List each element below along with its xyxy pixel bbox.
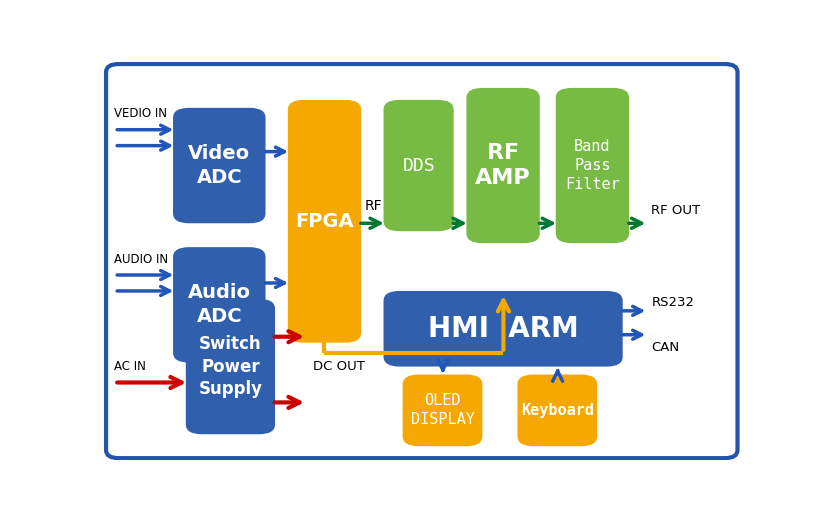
FancyBboxPatch shape: [384, 291, 623, 367]
Text: AC IN: AC IN: [114, 360, 146, 373]
Text: FPGA: FPGA: [295, 212, 354, 231]
FancyBboxPatch shape: [288, 100, 361, 343]
Text: Video
ADC: Video ADC: [188, 144, 250, 187]
FancyBboxPatch shape: [186, 299, 275, 434]
Text: Keyboard: Keyboard: [521, 403, 594, 418]
Text: RF: RF: [365, 200, 382, 214]
FancyBboxPatch shape: [518, 374, 597, 446]
Text: AUDIO IN: AUDIO IN: [114, 253, 169, 266]
Text: RS232: RS232: [651, 296, 695, 309]
FancyBboxPatch shape: [173, 108, 266, 223]
FancyBboxPatch shape: [402, 374, 482, 446]
Text: DDS: DDS: [402, 157, 435, 175]
Text: Band
Pass
Filter: Band Pass Filter: [565, 139, 620, 192]
Text: Switch
Power
Supply: Switch Power Supply: [198, 334, 263, 399]
FancyBboxPatch shape: [106, 64, 737, 458]
FancyBboxPatch shape: [173, 247, 266, 362]
Text: OLED
DISPLAY: OLED DISPLAY: [411, 393, 474, 428]
FancyBboxPatch shape: [556, 88, 629, 243]
Text: RF
AMP: RF AMP: [476, 143, 531, 188]
Text: HMI  ARM: HMI ARM: [428, 315, 579, 343]
Text: RF OUT: RF OUT: [651, 204, 700, 217]
Text: CAN: CAN: [651, 341, 680, 354]
Text: Audio
ADC: Audio ADC: [188, 283, 251, 327]
FancyBboxPatch shape: [384, 100, 453, 231]
FancyBboxPatch shape: [467, 88, 540, 243]
Text: VEDIO IN: VEDIO IN: [114, 108, 167, 120]
Text: DC OUT: DC OUT: [314, 360, 365, 373]
